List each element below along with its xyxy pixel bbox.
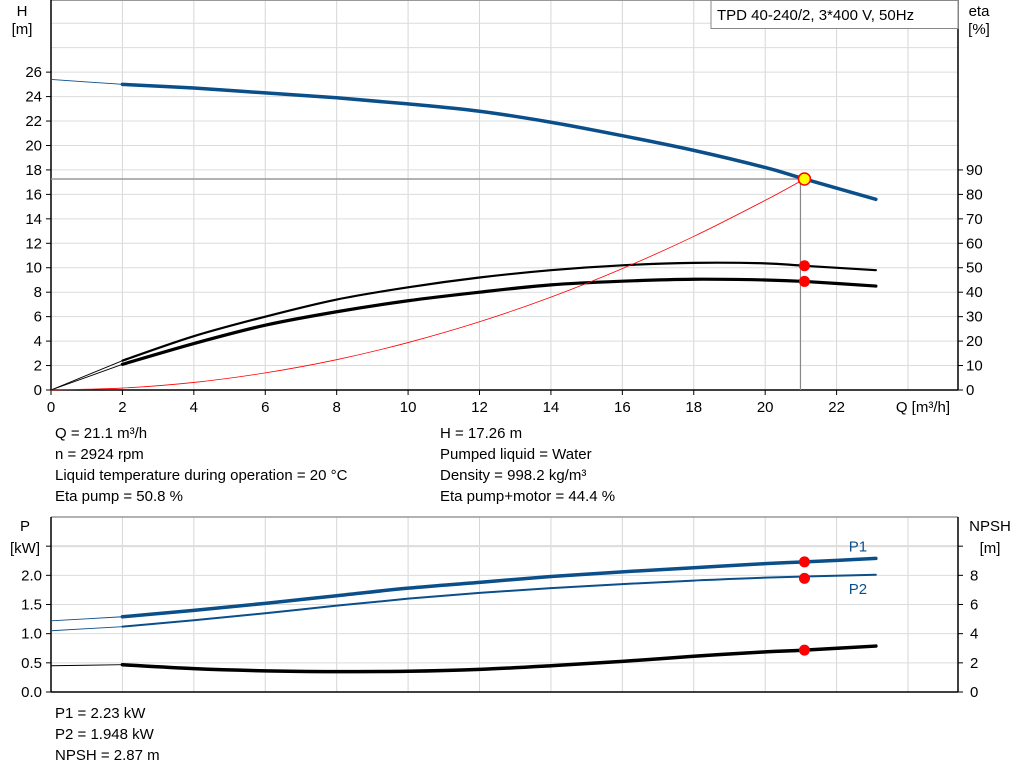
y-tick-label-left: 1.5 — [21, 597, 42, 614]
y-tick-label-left: 22 — [25, 113, 42, 130]
info-npsh: NPSH = 2.87 m — [55, 747, 160, 764]
y-tick-label-left: 18 — [25, 162, 42, 179]
series-P1 — [120, 556, 878, 619]
info-temperature: Liquid temperature during operation = 20… — [55, 467, 348, 484]
y-tick-label-left: 12 — [25, 235, 42, 252]
x-tick-label: 14 — [543, 399, 560, 416]
series-P2 — [121, 573, 877, 628]
x-tick-label: 20 — [757, 399, 774, 416]
x-tick-label: 12 — [471, 399, 488, 416]
y-tick-label-left: 20 — [25, 137, 42, 154]
title-box — [710, 0, 959, 29]
x-tick-label: 16 — [614, 399, 631, 416]
y-tick-label-left: 10 — [25, 260, 42, 277]
info-speed: n = 2924 rpm — [55, 446, 144, 463]
series-P1-extrapolated — [50, 616, 123, 622]
series-NPSH — [120, 644, 878, 674]
info-p1: P1 = 2.23 kW — [55, 705, 146, 722]
x-tick-label: 0 — [47, 399, 55, 416]
x-axis-label: Q [m³/h] — [896, 399, 950, 416]
y-tick-label-left: 2.0 — [21, 567, 42, 584]
chart-title: TPD 40-240/2, 3*400 V, 50Hz — [717, 7, 914, 24]
y-tick-label-right: 6 — [970, 597, 978, 614]
info-q: Q = 21.1 m³/h — [55, 425, 148, 442]
y-tick-label-right: 30 — [966, 309, 983, 326]
y-tick-label-right: 2 — [970, 655, 978, 672]
y-tick-label-left: 0.0 — [21, 684, 42, 701]
y-axis-unit-left: [m] — [12, 21, 33, 38]
operating-point-eta-pump-motor — [798, 275, 810, 287]
series-NPSH-extrapolated — [50, 664, 123, 667]
info-top-right: H = 17.26 m Pumped liquid = Water Densit… — [440, 423, 615, 507]
x-tick-label: 10 — [400, 399, 417, 416]
y-tick-label-right: 60 — [966, 235, 983, 252]
y-tick-label-right: 4 — [970, 626, 978, 643]
x-tick-label: 18 — [685, 399, 702, 416]
info-liquid: Pumped liquid = Water — [440, 446, 592, 463]
info-eta-pump: Eta pump = 50.8 % — [55, 488, 183, 505]
y-tick-label-right: 90 — [966, 162, 983, 179]
x-tick-label: 4 — [190, 399, 198, 416]
y-tick-label-left: 1.0 — [21, 626, 42, 643]
operating-point-eta-pump — [798, 260, 810, 272]
y-tick-label-left: 0.5 — [21, 655, 42, 672]
y-tick-label-right: 20 — [966, 333, 983, 350]
y-tick-label-left: 16 — [25, 186, 42, 203]
series-H-extrapolated — [50, 79, 123, 85]
y-tick-label-left: 8 — [34, 284, 42, 301]
y-tick-label-left: 4 — [34, 333, 42, 350]
y-tick-label-left: 2 — [34, 358, 42, 375]
info-p2: P2 = 1.948 kW — [55, 726, 154, 743]
x-tick-label: 6 — [261, 399, 269, 416]
y-tick-label-left: 0 — [34, 382, 42, 399]
y-tick-label-left: 14 — [25, 211, 42, 228]
series-system-curve — [50, 178, 805, 391]
info-eta-pump-motor: Eta pump+motor = 44.4 % — [440, 488, 616, 505]
x-tick-label: 22 — [828, 399, 845, 416]
operating-point-p1 — [798, 556, 810, 568]
y-tick-label-left: 26 — [25, 64, 42, 81]
info-top-left: Q = 21.1 m³/h n = 2924 rpm Liquid temper… — [55, 423, 347, 507]
y-axis-unit-left: [kW] — [10, 540, 40, 557]
series-H — [120, 82, 878, 202]
y-tick-label-right: 50 — [966, 260, 983, 277]
y-axis-label-left: P — [20, 518, 30, 535]
info-h: H = 17.26 m — [440, 425, 523, 442]
series-eta-pump — [121, 261, 877, 362]
series-eta-pump-motor — [120, 277, 878, 366]
y-axis-unit-right: [%] — [968, 21, 990, 38]
y-axis-label-right: NPSH — [969, 518, 1011, 535]
y-tick-label-right: 8 — [970, 567, 978, 584]
y-tick-label-right: 0 — [966, 382, 974, 399]
y-tick-label-right: 70 — [966, 211, 983, 228]
series-P2-extrapolated — [50, 626, 123, 632]
series-eta-pump-motor-extrapolated — [50, 363, 123, 391]
operating-point-npsh — [798, 644, 810, 656]
y-tick-label-right: 40 — [966, 284, 983, 301]
info-bottom: P1 = 2.23 kW P2 = 1.948 kW NPSH = 2.87 m — [55, 703, 160, 766]
plot-frame — [50, 0, 959, 391]
y-axis-label-right: eta — [969, 3, 991, 20]
operating-point-h — [797, 172, 812, 186]
series-label-P1: P1 — [849, 538, 867, 555]
y-axis-label-left: H — [17, 3, 28, 20]
y-tick-label-left: 24 — [25, 89, 42, 106]
y-tick-label-right: 10 — [966, 358, 983, 375]
y-tick-label-right: 80 — [966, 186, 983, 203]
info-density: Density = 998.2 kg/m³ — [440, 467, 587, 484]
operating-point-p2 — [798, 572, 810, 584]
y-tick-label-left: 6 — [34, 309, 42, 326]
x-tick-label: 8 — [332, 399, 340, 416]
x-tick-label: 2 — [118, 399, 126, 416]
y-tick-label-right: 0 — [970, 684, 978, 701]
series-label-P2: P2 — [849, 581, 867, 598]
y-axis-unit-right: [m] — [980, 540, 1001, 557]
